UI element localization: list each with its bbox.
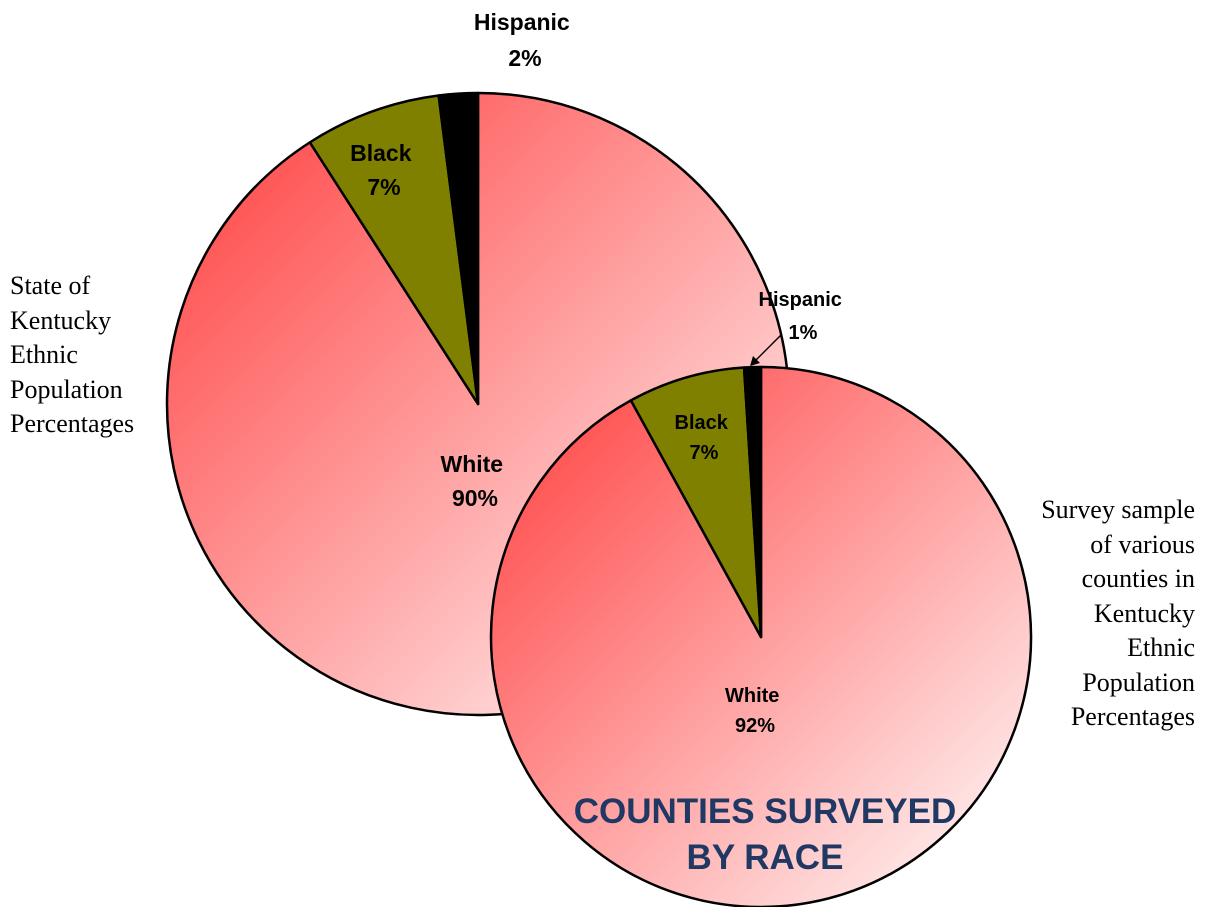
label-state-black: Black 7%: [350, 140, 418, 200]
caption-line: Ethnic: [1127, 633, 1195, 662]
main-title: COUNTIES SURVEYED BY RACE: [510, 789, 1020, 881]
pie-slice-sample-hispanic: [742, 365, 763, 639]
label-state-hispanic-name: Hispanic: [474, 9, 570, 35]
caption-line: Population: [10, 374, 123, 404]
label-state-black-name: Black: [350, 140, 412, 166]
label-state-hispanic-value: 2%: [508, 45, 541, 71]
label-sample-black: Black 7%: [675, 412, 734, 464]
main-title-line: COUNTIES SURVEYED: [573, 792, 957, 831]
label-sample-black-value: 7%: [690, 442, 719, 464]
label-state-white-name: White: [441, 451, 504, 477]
label-sample-hispanic: Hispanic 1%: [759, 289, 848, 344]
label-state-white-value: 90%: [452, 485, 498, 511]
label-sample-white: White 92%: [725, 685, 785, 737]
label-sample-white-value: 92%: [735, 715, 775, 737]
caption-line: Survey sample: [1041, 495, 1195, 524]
label-sample-hispanic-name: Hispanic: [759, 289, 842, 311]
caption-line: Kentucky: [10, 305, 112, 335]
caption-line: Percentages: [1070, 702, 1195, 731]
state-pie-caption: State of Kentucky Ethnic Population Perc…: [10, 269, 134, 442]
hispanic-leader-arrow: [750, 333, 783, 366]
caption-line: Percentages: [10, 409, 135, 438]
main-title-line: BY RACE: [686, 838, 844, 877]
sample-pie-caption: Survey sample of various counties in Ken…: [1041, 493, 1195, 735]
pie-slice-sample-black: [629, 366, 763, 639]
label-sample-white-name: White: [725, 685, 779, 707]
label-state-hispanic: Hispanic 2%: [474, 9, 576, 71]
pie-survey-sample: [489, 365, 1033, 907]
label-state-white: White 90%: [441, 451, 510, 511]
label-state-black-value: 7%: [367, 174, 400, 200]
caption-line: counties in: [1081, 564, 1195, 593]
caption-line: of various: [1090, 529, 1195, 559]
label-sample-black-name: Black: [675, 412, 729, 434]
label-sample-hispanic-value: 1%: [789, 322, 818, 344]
caption-line: State of: [10, 271, 91, 300]
caption-line: Population: [1082, 667, 1195, 697]
pie-slice-state-black: [308, 94, 480, 406]
caption-line: Ethnic: [10, 340, 78, 369]
caption-line: Kentucky: [1093, 598, 1195, 628]
pie-slice-state-hispanic: [437, 91, 480, 406]
